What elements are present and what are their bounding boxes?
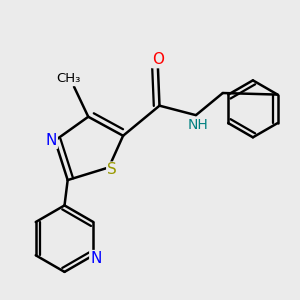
Text: N: N (46, 133, 57, 148)
Text: S: S (107, 162, 117, 177)
Text: N: N (90, 251, 101, 266)
Text: CH₃: CH₃ (56, 72, 80, 85)
Text: O: O (152, 52, 164, 67)
Text: NH: NH (188, 118, 209, 132)
